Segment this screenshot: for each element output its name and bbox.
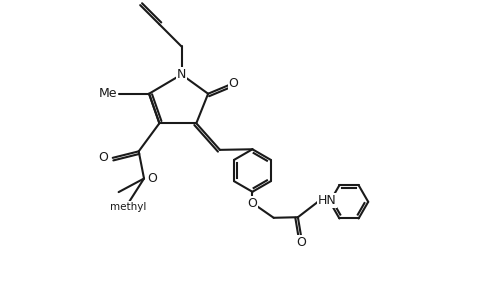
Text: O: O: [229, 77, 239, 90]
Text: O: O: [248, 197, 257, 210]
Text: O: O: [297, 236, 307, 249]
Text: O: O: [99, 151, 109, 164]
Text: N: N: [177, 68, 186, 81]
Text: Me: Me: [99, 87, 117, 100]
Text: HN: HN: [318, 194, 336, 207]
Text: O: O: [148, 172, 157, 185]
Text: methyl: methyl: [110, 202, 146, 212]
